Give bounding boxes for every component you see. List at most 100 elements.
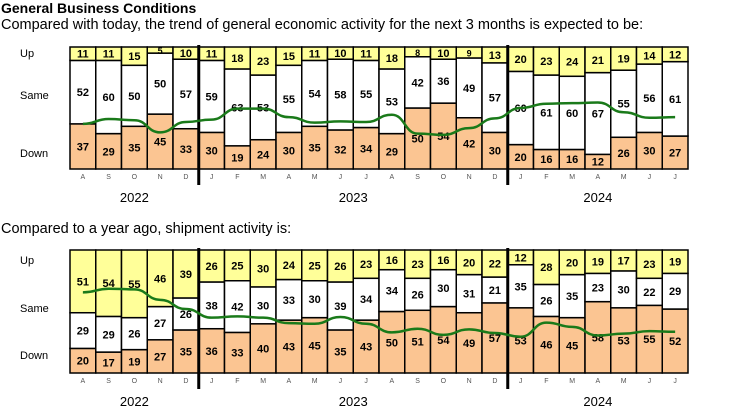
bar-same (378, 68, 406, 135)
data-label-down: 50 (386, 337, 398, 349)
bar-up (172, 249, 200, 299)
bar-up (584, 46, 612, 74)
data-label-down: 17 (103, 358, 115, 370)
month-tick: F (235, 378, 239, 385)
data-label-same: 61 (669, 94, 681, 106)
data-label-up: 5 (158, 46, 163, 56)
data-label-same: 61 (540, 107, 552, 119)
data-label-up: 20 (566, 257, 578, 269)
month-tick: A (596, 378, 601, 385)
data-label-down: 45 (154, 137, 166, 149)
data-label-same: 50 (128, 91, 140, 103)
month-tick: J (519, 174, 523, 181)
data-label-up: 25 (309, 260, 321, 272)
data-label-same: 57 (180, 89, 192, 101)
data-label-up: 23 (360, 259, 372, 271)
bar-down (301, 316, 329, 374)
bar-same (584, 71, 612, 156)
bar-same (352, 277, 380, 321)
data-label-up: 10 (334, 48, 346, 60)
data-label-up: 13 (489, 50, 501, 62)
data-label-same: 27 (154, 318, 166, 330)
month-tick: D (183, 378, 188, 385)
month-tick: J (364, 174, 368, 181)
data-label-down: 30 (643, 146, 655, 158)
data-label-down: 20 (77, 356, 89, 368)
data-label-up: 54 (103, 278, 116, 290)
data-label-down: 36 (206, 346, 218, 358)
data-label-down: 26 (618, 148, 630, 160)
month-tick: S (106, 378, 111, 385)
data-label-same: 29 (77, 326, 89, 338)
month-tick: J (339, 174, 343, 181)
data-label-same: 52 (77, 87, 89, 99)
bar-up (481, 249, 509, 278)
row-label-up: Up (20, 255, 34, 267)
bar-same (661, 60, 689, 137)
bar-down (326, 129, 354, 170)
row-label-same: Same (20, 303, 49, 315)
data-label-same: 26 (180, 309, 192, 321)
month-tick: O (441, 378, 447, 385)
data-label-down: 33 (231, 348, 243, 360)
data-label-down: 24 (257, 149, 270, 161)
data-label-same: 60 (103, 92, 115, 104)
month-tick: J (648, 378, 652, 385)
row-label-down: Down (20, 148, 48, 160)
data-label-same: 58 (334, 90, 346, 102)
data-label-down: 53 (515, 335, 527, 347)
bar-same (455, 57, 483, 119)
month-tick: A (390, 378, 395, 385)
year-label: 2022 (120, 394, 149, 409)
month-tick: S (415, 174, 420, 181)
month-tick: J (210, 378, 214, 385)
data-label-up: 24 (283, 260, 296, 272)
chart-1-title: Compared with today, the trend of genera… (1, 17, 644, 33)
data-label-same: 35 (515, 281, 527, 293)
data-label-down: 51 (412, 337, 424, 349)
data-label-same: 36 (437, 76, 449, 88)
month-tick: D (492, 378, 497, 385)
month-tick: M (312, 378, 318, 385)
bar-same (95, 315, 123, 353)
data-label-same: 53 (386, 96, 398, 108)
month-tick: A (596, 174, 601, 181)
data-label-same: 50 (154, 79, 166, 91)
data-label-up: 51 (77, 276, 89, 288)
data-label-up: 21 (592, 55, 604, 67)
month-tick: M (312, 174, 318, 181)
data-label-up: 8 (415, 48, 420, 58)
bar-same (146, 52, 174, 115)
data-label-down: 46 (540, 340, 552, 352)
data-label-up: 19 (592, 257, 604, 269)
data-label-up: 24 (566, 57, 579, 69)
data-label-same: 49 (463, 83, 475, 95)
data-label-up: 12 (515, 252, 527, 264)
data-label-up: 15 (128, 51, 140, 63)
data-label-down: 32 (334, 144, 346, 156)
bar-same (532, 74, 560, 151)
data-label-up: 10 (437, 48, 449, 60)
data-label-same: 29 (669, 286, 681, 298)
data-label-up: 23 (257, 56, 269, 68)
year-label: 2023 (339, 394, 368, 409)
data-label-down: 19 (231, 152, 243, 164)
bar-down (120, 125, 148, 170)
data-label-same: 30 (437, 283, 449, 295)
data-label-down: 40 (257, 343, 269, 355)
bar-up (249, 249, 277, 288)
data-label-down: 35 (334, 346, 346, 358)
data-label-up: 11 (309, 49, 321, 61)
bar-same (610, 270, 638, 309)
data-label-up: 9 (467, 48, 472, 58)
bar-same (558, 273, 586, 319)
data-label-down: 30 (283, 146, 295, 158)
data-label-down: 30 (206, 146, 218, 158)
month-tick: M (260, 378, 266, 385)
data-label-up: 23 (643, 259, 655, 271)
month-tick: J (339, 378, 343, 385)
month-tick: O (132, 378, 138, 385)
bar-down (404, 309, 432, 374)
data-label-up: 26 (334, 261, 346, 273)
